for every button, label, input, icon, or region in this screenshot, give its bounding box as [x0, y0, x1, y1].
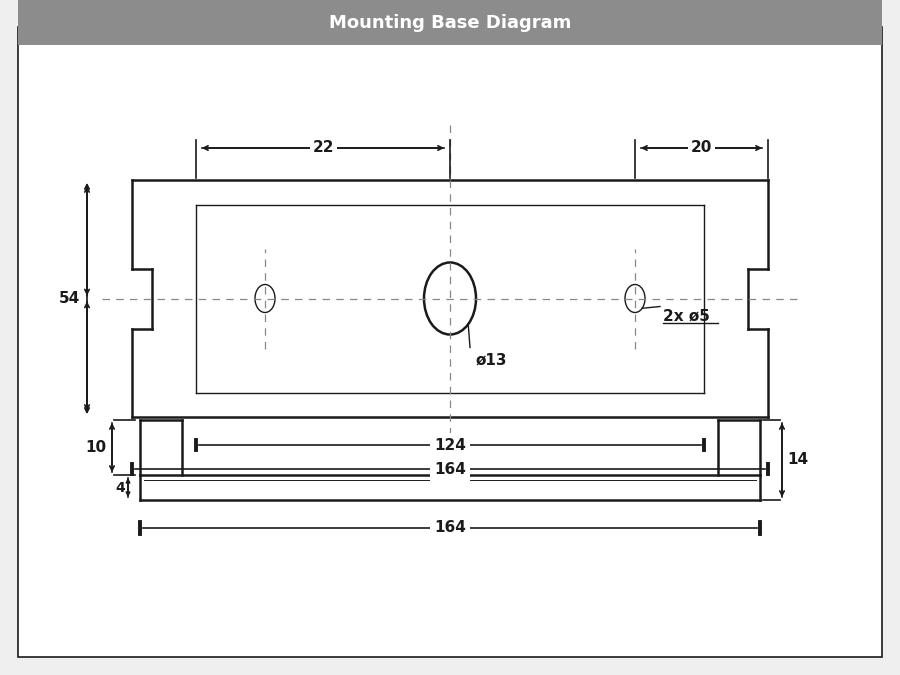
- Text: 164: 164: [434, 520, 466, 535]
- Text: 10: 10: [86, 440, 106, 455]
- Text: 20: 20: [691, 140, 712, 155]
- Text: 2x ø5: 2x ø5: [663, 308, 710, 323]
- Text: ø13: ø13: [475, 352, 507, 367]
- Text: 22: 22: [312, 140, 334, 155]
- Text: 54: 54: [58, 291, 79, 306]
- Text: 124: 124: [434, 437, 466, 452]
- Bar: [18, 0, 882, 45]
- Text: 4: 4: [115, 481, 125, 495]
- Text: 164: 164: [434, 462, 466, 477]
- Text: Mounting Base Diagram: Mounting Base Diagram: [328, 14, 572, 32]
- Text: 14: 14: [788, 452, 808, 468]
